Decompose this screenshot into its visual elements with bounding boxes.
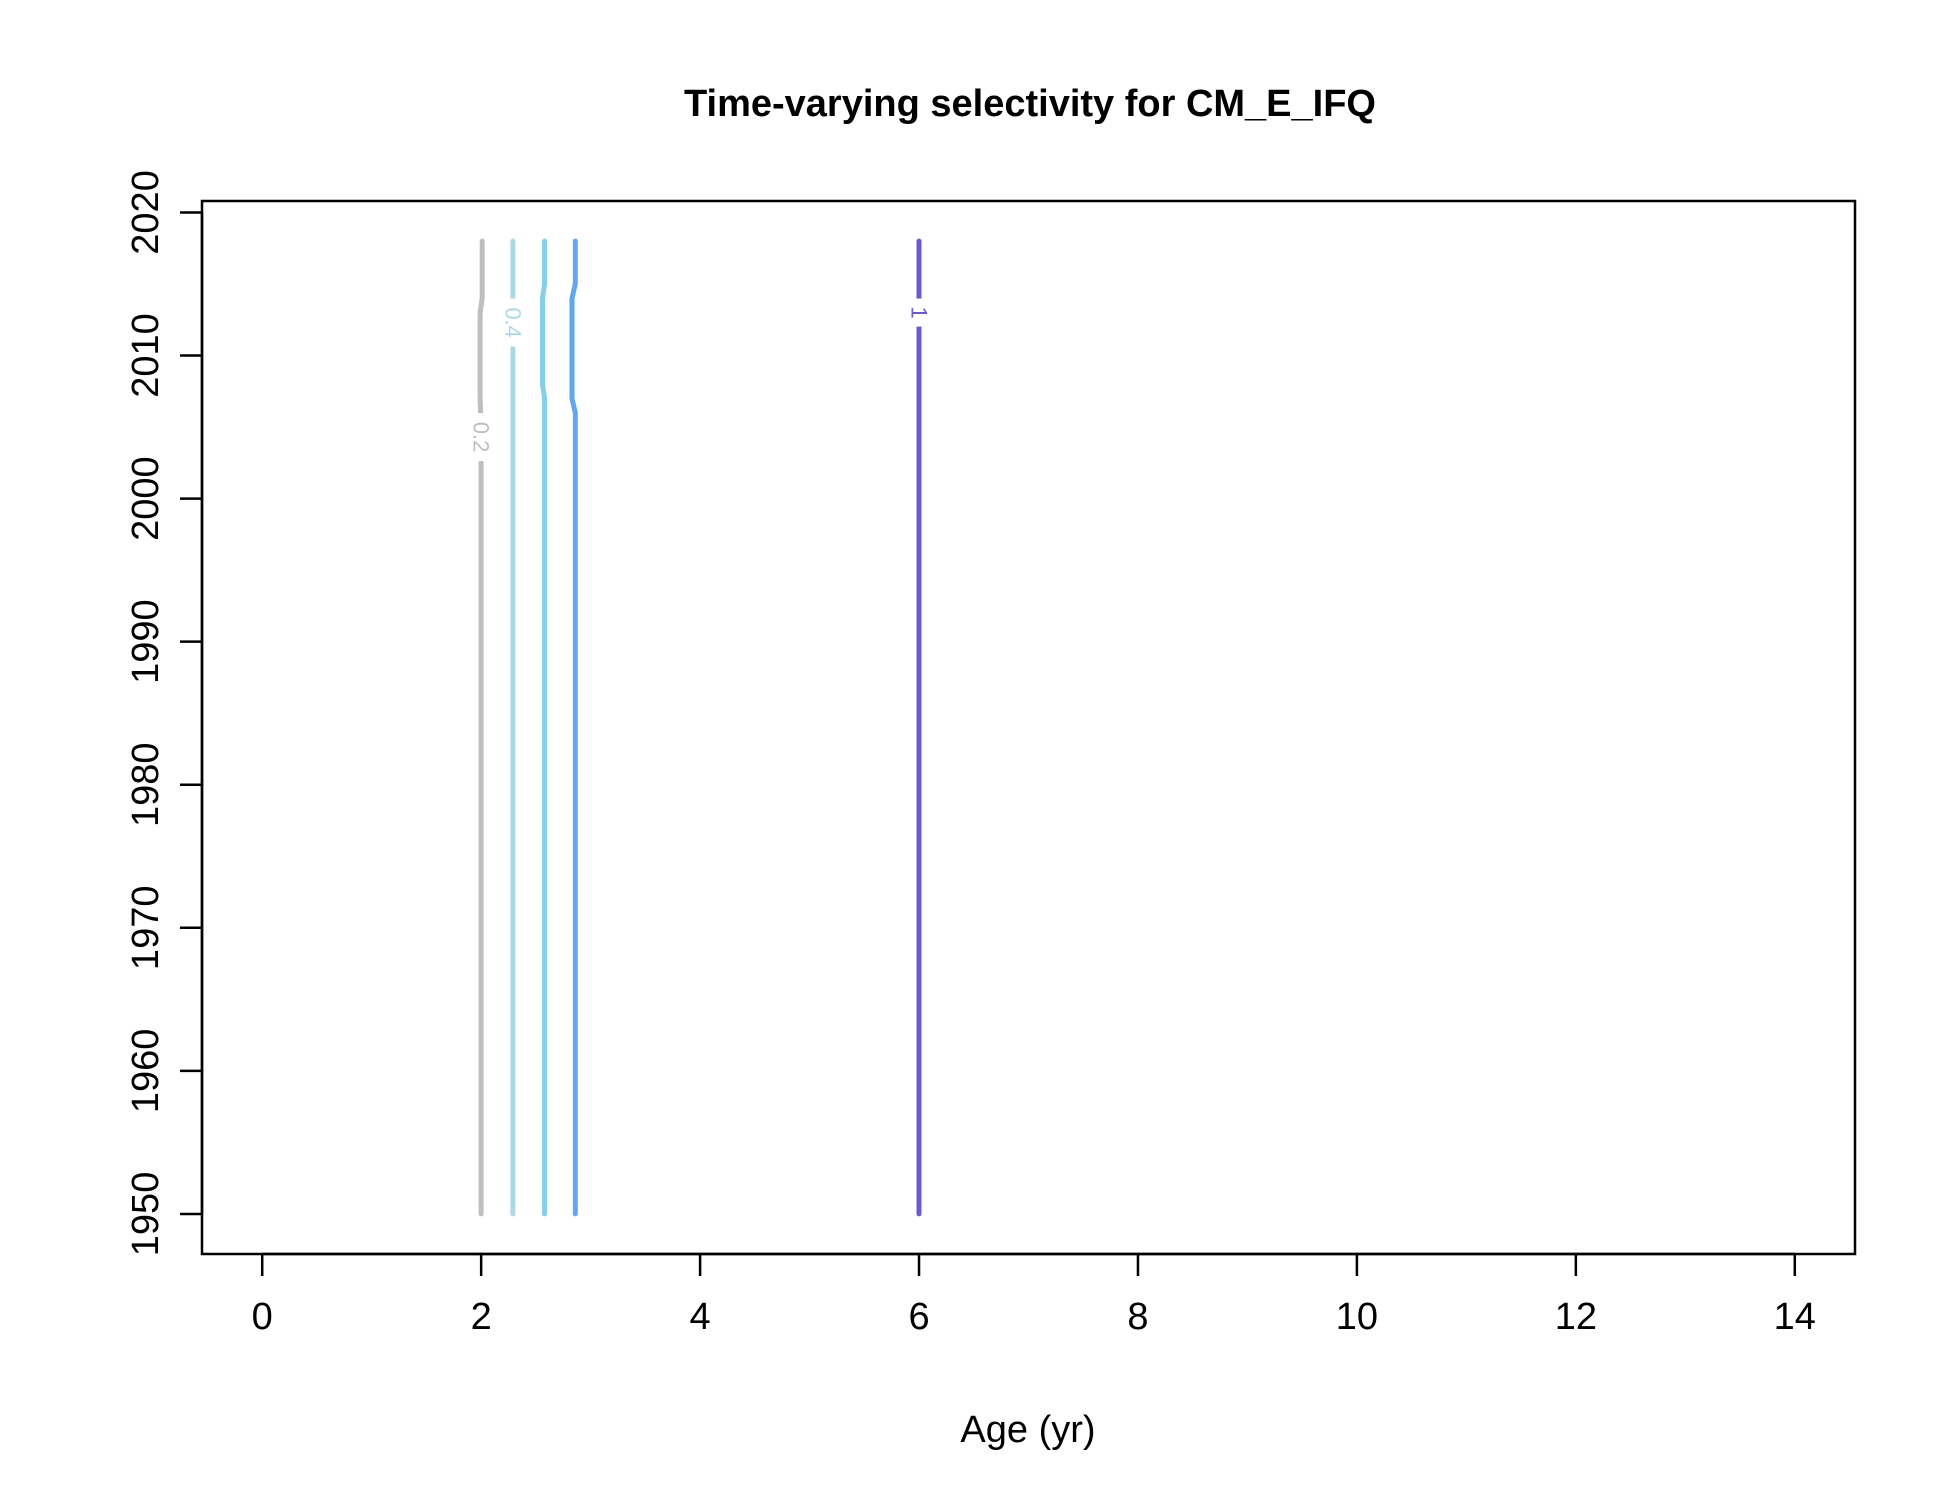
contour-label-gap [471, 413, 492, 462]
plot-frame [200, 199, 1857, 1256]
contour-label: 0.4 [500, 307, 525, 338]
y-axis: 1950 1960 1970 1980 1990 2000 2010 2020 [125, 170, 204, 1257]
y-tick-label: 2010 [125, 313, 167, 398]
contour-label-gap [909, 298, 930, 327]
contour-label-gap [502, 298, 523, 347]
x-tick-label: 6 [908, 1296, 929, 1338]
x-tick-label: 8 [1127, 1296, 1148, 1338]
y-tick-label: 1960 [125, 1029, 167, 1114]
y-tick-label: 2000 [125, 456, 167, 541]
y-tick-label: 1980 [125, 742, 167, 827]
contour-label: 0.2 [469, 422, 494, 453]
x-tick-label: 10 [1336, 1296, 1378, 1338]
y-tick-label: 1990 [125, 599, 167, 684]
x-tick-label: 14 [1774, 1296, 1816, 1338]
x-tick-label: 0 [252, 1296, 273, 1338]
x-axis: 0 2 4 6 8 10 12 14 [252, 1252, 1816, 1338]
contour-lines: 0.2 0.4 1 [469, 238, 932, 1217]
contour-line [569, 238, 578, 1217]
x-axis-label: Age (yr) [960, 1409, 1095, 1451]
contour-line [540, 238, 548, 1217]
contour-line [477, 238, 485, 1217]
contour-label: 1 [907, 306, 932, 318]
y-tick-label: 2020 [125, 170, 167, 255]
chart-title: Time-varying selectivity for CM_E_IFQ [684, 83, 1376, 125]
x-tick-label: 12 [1555, 1296, 1597, 1338]
x-tick-label: 4 [690, 1296, 711, 1338]
x-tick-label: 2 [471, 1296, 492, 1338]
y-tick-label: 1970 [125, 886, 167, 971]
y-tick-label: 1950 [125, 1172, 167, 1257]
